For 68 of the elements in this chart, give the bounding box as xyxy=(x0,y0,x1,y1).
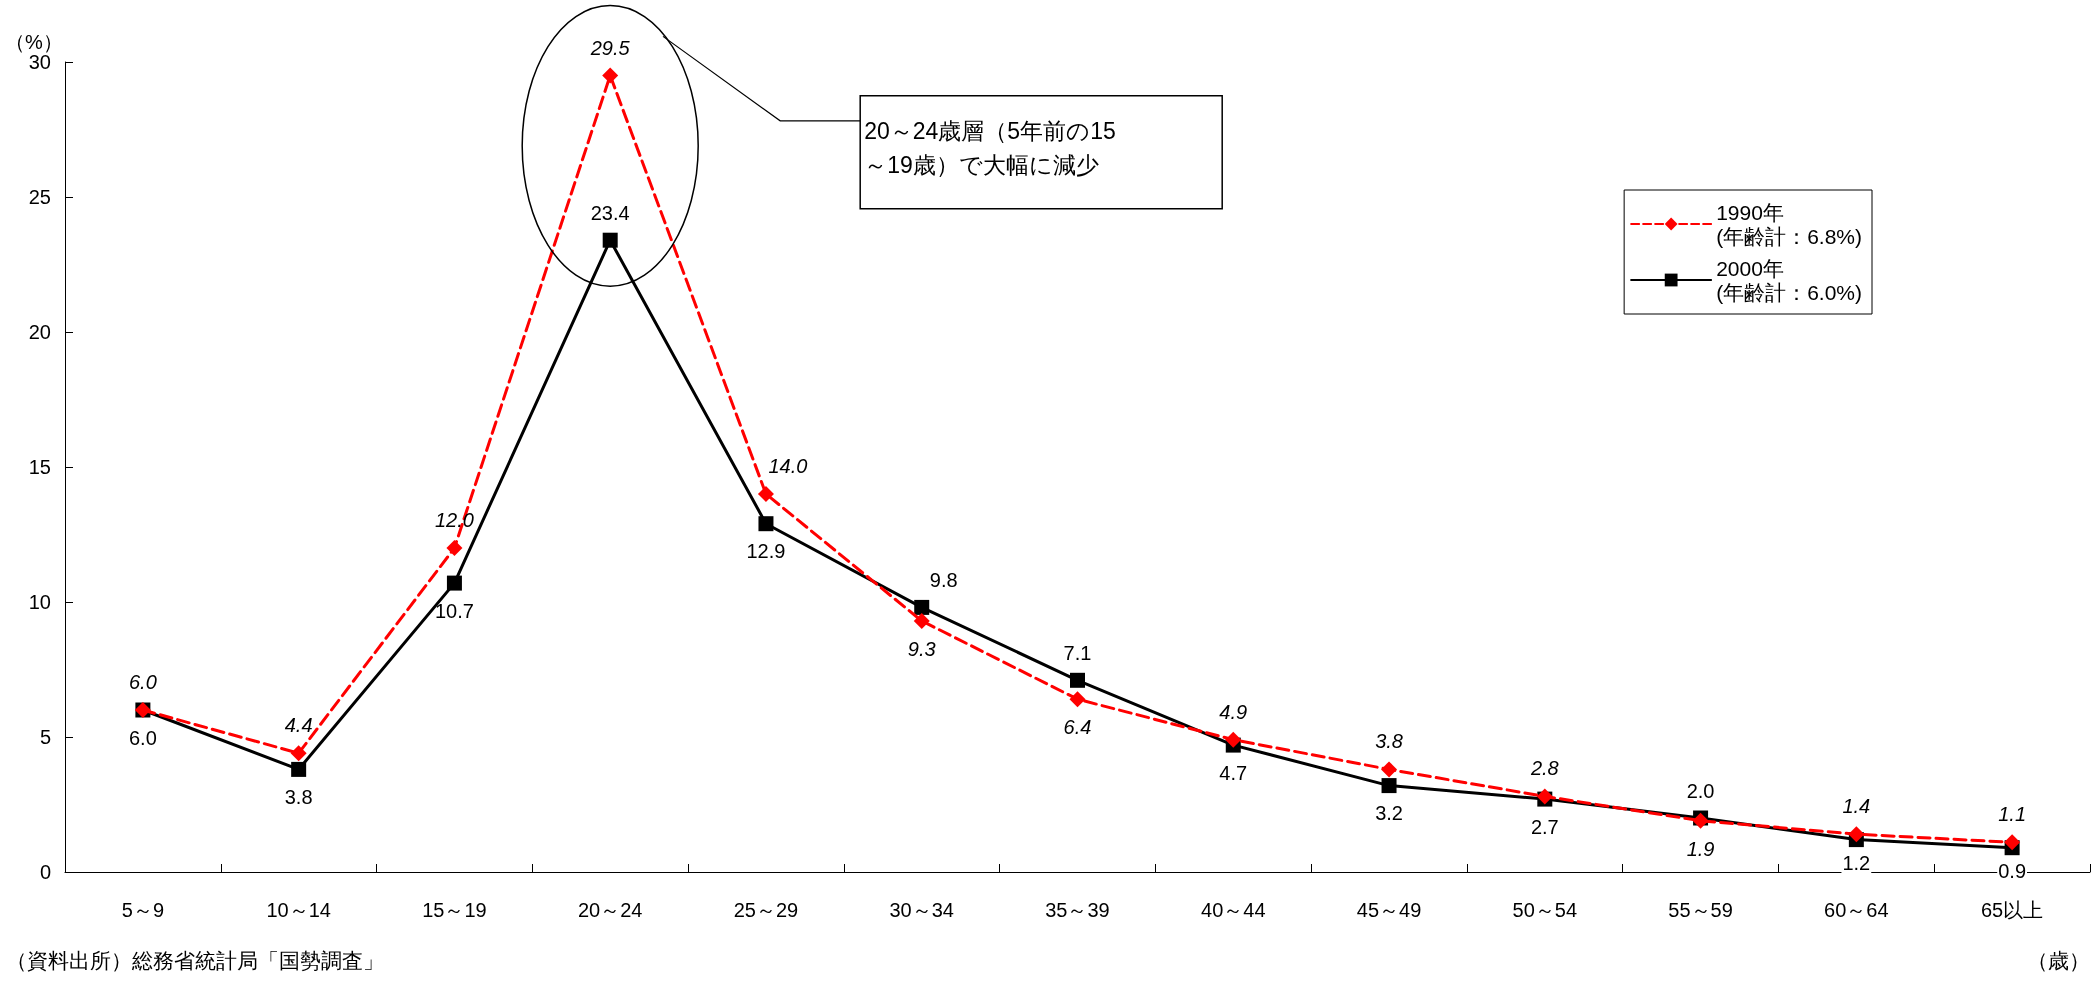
point xyxy=(757,486,774,502)
point xyxy=(290,745,307,762)
x-tick-label: 55～59 xyxy=(1668,899,1733,921)
data-label: 14.0 xyxy=(768,455,808,477)
data-label: 6.0 xyxy=(128,671,157,693)
data-label: 7.1 xyxy=(1063,641,1092,664)
y-tick-label: 15 xyxy=(28,456,51,478)
point xyxy=(446,575,462,591)
point xyxy=(602,67,619,84)
data-label: 1.9 xyxy=(1686,837,1715,860)
y-tick-label: 0 xyxy=(39,861,51,883)
y-axis-title: （%） xyxy=(5,31,63,54)
point xyxy=(602,232,618,248)
legend-label: 1990年 (年齢計：6.8%) xyxy=(1716,200,1863,248)
data-label: 3.8 xyxy=(1375,730,1403,753)
data-label: 2.7 xyxy=(1530,815,1559,838)
data-label: 2.0 xyxy=(1686,779,1715,802)
legend-label: 2000年 (年齢計：6.0%) xyxy=(1716,256,1863,304)
point xyxy=(2004,834,2021,851)
point xyxy=(914,599,930,615)
point xyxy=(758,516,774,532)
x-tick-label: 30～34 xyxy=(889,899,954,921)
y-tick-label: 20 xyxy=(28,321,51,343)
x-tick-label: 20～24 xyxy=(577,899,643,921)
point xyxy=(1069,691,1086,708)
y-tick-label: 5 xyxy=(39,726,51,748)
x-tick-label: 10～14 xyxy=(266,899,331,921)
data-label: 6.4 xyxy=(1063,716,1092,739)
x-tick-label: 35～39 xyxy=(1045,899,1110,921)
x-tick-label: 5～9 xyxy=(121,899,165,921)
data-label: 12.0 xyxy=(434,509,474,531)
point xyxy=(446,540,463,556)
data-label: 1.1 xyxy=(1998,803,2027,826)
point xyxy=(1381,761,1398,778)
y-tick-label: 10 xyxy=(28,591,51,613)
data-label: 23.4 xyxy=(590,201,630,224)
point xyxy=(1381,778,1397,794)
data-label: 4.9 xyxy=(1219,700,1248,723)
x-axis-title: （歳） xyxy=(2027,949,2090,972)
point xyxy=(291,761,307,777)
x-tick-label: 15～19 xyxy=(422,899,487,921)
data-label: 3.2 xyxy=(1375,802,1403,825)
point xyxy=(1225,731,1242,748)
point xyxy=(1070,672,1085,688)
annotation: 20～24歳層（5年前の15 ～19歳）で大幅に減少 xyxy=(864,117,1116,178)
data-label: 2.8 xyxy=(1529,757,1559,780)
data-label: 0.9 xyxy=(1998,860,2027,883)
data-label: 3.8 xyxy=(284,785,313,808)
data-label: 4.7 xyxy=(1219,761,1248,784)
point xyxy=(1848,826,1865,843)
x-tick-label: 65以上 xyxy=(1980,899,2044,921)
x-tick-label: 25～29 xyxy=(733,899,799,921)
x-tick-label: 40～44 xyxy=(1201,899,1266,921)
text: （資料出所）総務省統計局「国勢調査」 xyxy=(6,949,384,972)
x-tick-label: 60～64 xyxy=(1824,899,1889,921)
data-label: 1.4 xyxy=(1842,795,1871,818)
data-label: 4.4 xyxy=(284,714,313,737)
data-label: 1.2 xyxy=(1842,852,1871,875)
data-label: 29.5 xyxy=(589,36,631,59)
point xyxy=(913,612,930,629)
data-label: 9.3 xyxy=(907,637,936,660)
data-label: 12.9 xyxy=(746,540,786,563)
data-label: 6.0 xyxy=(128,726,157,749)
x-tick-label: 45～49 xyxy=(1356,899,1422,921)
data-label: 10.7 xyxy=(434,599,474,622)
x-tick-label: 50～54 xyxy=(1512,899,1578,921)
y-tick-label: 25 xyxy=(28,186,51,208)
data-label: 9.8 xyxy=(929,568,958,591)
